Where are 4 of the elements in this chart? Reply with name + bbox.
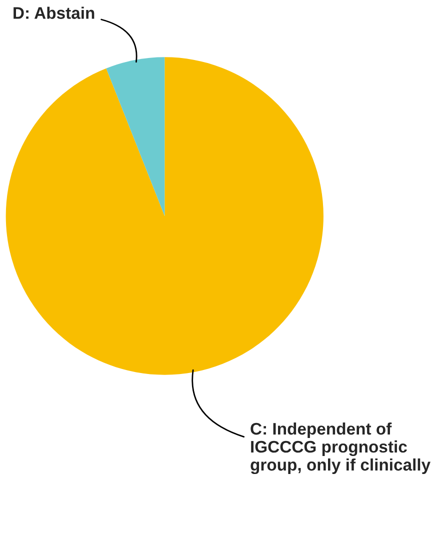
pie-slice <box>106 57 165 216</box>
slice-label: D: Abstain <box>14 6 94 19</box>
pie-slice <box>6 57 324 375</box>
slice-label: C: Independent of IGCCCG prognostic group, only if clinically <box>250 422 430 474</box>
